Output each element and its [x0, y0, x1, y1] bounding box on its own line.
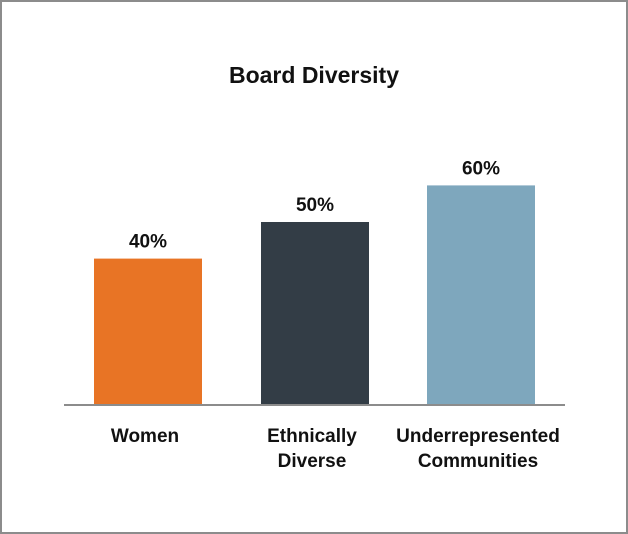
- bar-1: [261, 222, 369, 405]
- category-label-1-line-0: Ethnically: [267, 426, 357, 447]
- category-label-2-line-1: Communities: [418, 451, 538, 472]
- value-label-1: 50%: [296, 195, 334, 216]
- bar-2: [427, 185, 535, 405]
- bars-group: [94, 185, 535, 405]
- value-label-2: 60%: [462, 158, 500, 179]
- category-label-0-line-0: Women: [111, 426, 179, 447]
- category-label-1-line-1: Diverse: [278, 451, 347, 472]
- chart-title: Board Diversity: [228, 62, 399, 88]
- labels-group: 40% Women 50% Ethnically Diverse 60% Underrepr…: [111, 158, 560, 472]
- bar-0: [94, 258, 202, 405]
- value-label-0: 40%: [129, 232, 167, 253]
- category-label-2-line-0: Underrepresented: [396, 426, 560, 447]
